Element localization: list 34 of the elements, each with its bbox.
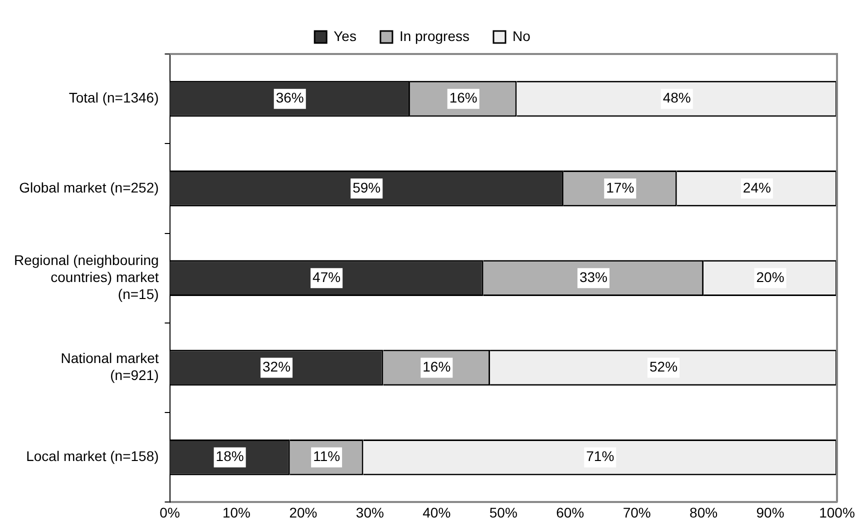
y-tick-label: Global market (n=252) <box>19 179 159 196</box>
x-tick-label: 90% <box>756 504 784 520</box>
x-tick-label: 40% <box>422 504 451 520</box>
data-label: 33% <box>579 268 608 285</box>
data-label: 17% <box>606 179 634 196</box>
x-tick-label: 70% <box>622 504 651 520</box>
data-label: 20% <box>756 268 784 285</box>
data-label: 47% <box>312 268 341 285</box>
x-tick-label: 60% <box>556 504 584 520</box>
legend-label: In progress <box>399 28 470 44</box>
y-tick-label: Total (n=1346) <box>68 90 159 106</box>
y-tick-label: Regional (neighbouring countries) market (n=15) <box>14 252 159 302</box>
data-label: 32% <box>262 358 291 375</box>
x-tick-label: 50% <box>489 504 518 520</box>
data-label: 16% <box>422 358 451 375</box>
x-tick-label: 30% <box>356 504 384 520</box>
y-tick-label: National market (n=921) <box>60 350 159 383</box>
data-label: 71% <box>586 448 614 464</box>
data-label: 48% <box>662 90 691 106</box>
legend-label: No <box>512 28 531 44</box>
data-label: 24% <box>742 179 771 196</box>
x-tick-label: 80% <box>690 504 718 520</box>
y-tick-label: Local market (n=158) <box>26 448 159 464</box>
x-tick-label: 0% <box>160 504 180 520</box>
legend-label: Yes <box>334 28 356 44</box>
x-tick-label: 20% <box>289 504 318 520</box>
data-label: 36% <box>276 90 304 106</box>
data-label: 59% <box>352 179 381 196</box>
data-label: 18% <box>216 448 244 464</box>
x-tick-label: 100% <box>819 504 855 520</box>
data-label: 52% <box>650 358 678 375</box>
data-label: 16% <box>449 90 478 106</box>
data-label: 11% <box>313 448 340 464</box>
x-tick-label: 10% <box>222 504 251 520</box>
